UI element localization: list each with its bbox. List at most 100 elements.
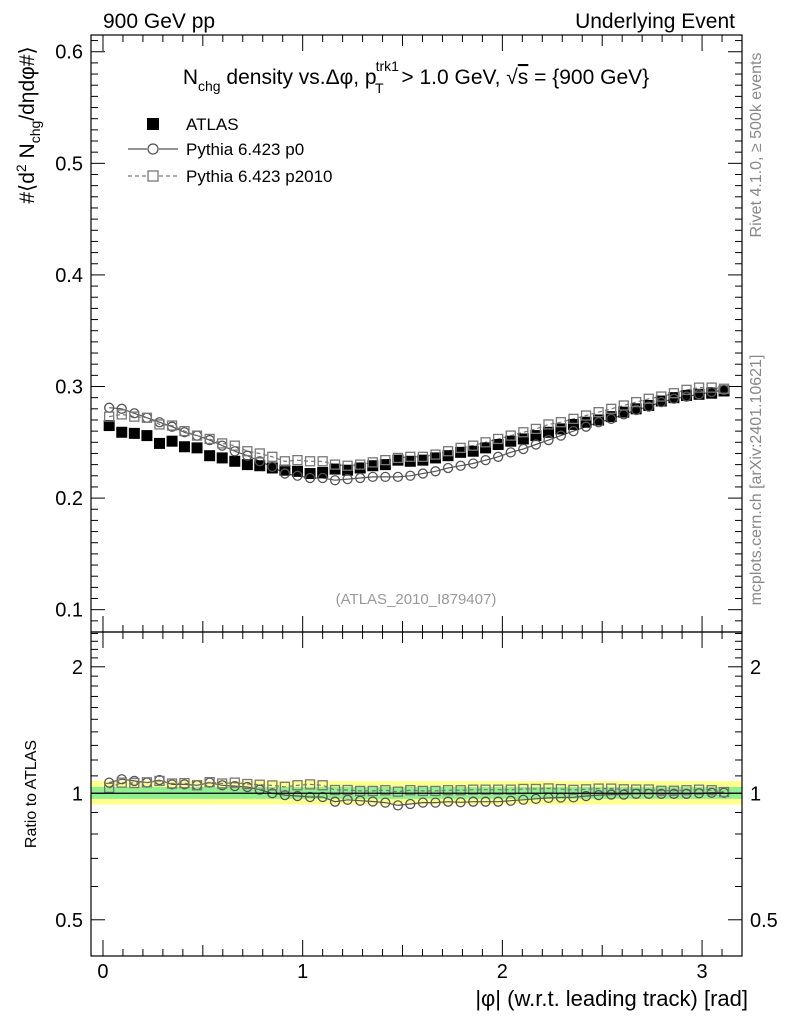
atlas-data-point [530,430,542,442]
atlas-data-point [693,388,705,400]
main-ytick-label: 0.6 [55,42,83,64]
p0-main-point [405,470,416,481]
xtick-label: 2 [497,961,508,983]
ratio-ytick-label-right: 0.5 [750,910,778,932]
p0-main-point [631,404,642,416]
atlas-data-point [279,464,291,476]
atlas-data-point [229,455,241,467]
p0-main-point [518,443,529,455]
p0-ratio-point [317,791,328,803]
p0-ratio-point [292,790,303,802]
p0-main-point [442,462,454,474]
p2010-main-point [329,459,341,470]
legend-p2010-marker [147,170,159,182]
atlas-data-point [392,454,404,466]
p2010-ratio-point [154,775,165,787]
p2010-main-point [430,449,441,460]
p2010-ratio-point [430,785,441,797]
header-collision-label: 900 GeV pp [103,10,215,33]
atlas-data-point [542,426,554,438]
p0-ratio-line [109,778,724,807]
atlas-data-point [618,406,630,418]
main-ytick-label: 0.5 [55,153,83,175]
p2010-ratio-point [229,777,240,788]
atlas-data-point [567,418,579,430]
p2010-ratio-point [355,785,366,797]
chart-title: Nchg density vs.Δφ, ptrk1 T > 1.0 GeV, √s… [183,58,649,96]
atlas-data-point [492,439,504,451]
p0-main-point [342,473,353,485]
ratio-ylabel: Ratio to ATLAS [23,740,40,848]
p0-ratio-point [279,789,291,801]
p2010-ratio-point [480,784,491,795]
legend-p0-label: Pythia 6.423 p0 [186,140,304,159]
p0-main-point [568,425,579,437]
xtick-label: 0 [97,961,108,983]
p0-main-point [317,472,328,484]
ratio-ytick-label-right: 2 [750,657,761,679]
p0-ratio-point [380,797,391,808]
p2010-ratio-point [693,784,705,795]
p2010-ratio-point [668,785,680,796]
p0-main-point [355,472,366,484]
ratio-ytick-label-left: 2 [72,657,83,679]
p2010-main-point [718,383,730,394]
p2010-ratio-point [656,785,667,796]
atlas-data-point [643,399,655,411]
xtick-label: 1 [297,961,308,983]
p0-ratio-point [367,796,378,807]
p2010-main-point [442,446,454,457]
p2010-main-point [342,460,353,471]
atlas-data-point [141,430,153,442]
p2010-main-point [693,382,705,393]
p0-main-point [304,472,316,484]
p0-main-point [417,468,429,479]
p2010-ratio-point [681,785,692,796]
x-axis-ticks: 0 1 2 3 [97,35,723,983]
ratio-ytick-label-left: 0.5 [55,910,83,932]
p2010-ratio-point [129,777,140,789]
ratio-panel-frame [90,631,743,957]
p2010-ratio-point [631,784,642,795]
p2010-main-point [518,427,529,438]
p2010-main-point [267,451,278,462]
p2010-ratio-point [367,785,378,797]
p0-main-point [643,401,654,412]
p2010-ratio-point [718,786,730,798]
p2010-main-point [116,409,127,420]
p2010-main-point [480,437,491,448]
atlas-data-point [417,454,429,466]
atlas-data-point [505,435,517,447]
p2010-ratio-point [405,785,416,796]
p2010-main-point [191,430,203,441]
p2010-ratio-point [267,780,278,791]
p0-ratio-point [606,789,617,800]
series-markers [103,382,730,811]
p2010-main-point [355,459,366,470]
p2010-ratio-point [179,778,190,789]
p0-ratio-point [329,796,341,807]
p0-ratio-point [342,794,353,805]
p2010-main-point [279,456,291,467]
p2010-main-line [109,387,725,467]
atlas-data-point [593,414,605,426]
atlas-data-point [555,423,567,435]
p0-main-point [555,430,567,441]
p2010-ratio-point [417,785,429,797]
p2010-main-point [254,448,265,459]
p2010-main-point [643,393,654,404]
atlas-data-point [166,435,178,447]
p2010-ratio-point [104,782,115,794]
ratio-axis-ticks: 0.5 0.5 1 1 2 2 [55,633,778,932]
p2010-main-point [217,438,228,449]
p0-main-point [279,468,291,479]
p2010-main-point [468,440,479,451]
p2010-main-point [543,419,554,430]
p2010-main-point [606,403,617,414]
p0-main-point [430,466,441,477]
p2010-main-point [317,456,328,467]
p0-ratio-point [480,796,491,807]
p2010-ratio-point [329,784,341,796]
legend-atlas-marker [147,118,159,130]
